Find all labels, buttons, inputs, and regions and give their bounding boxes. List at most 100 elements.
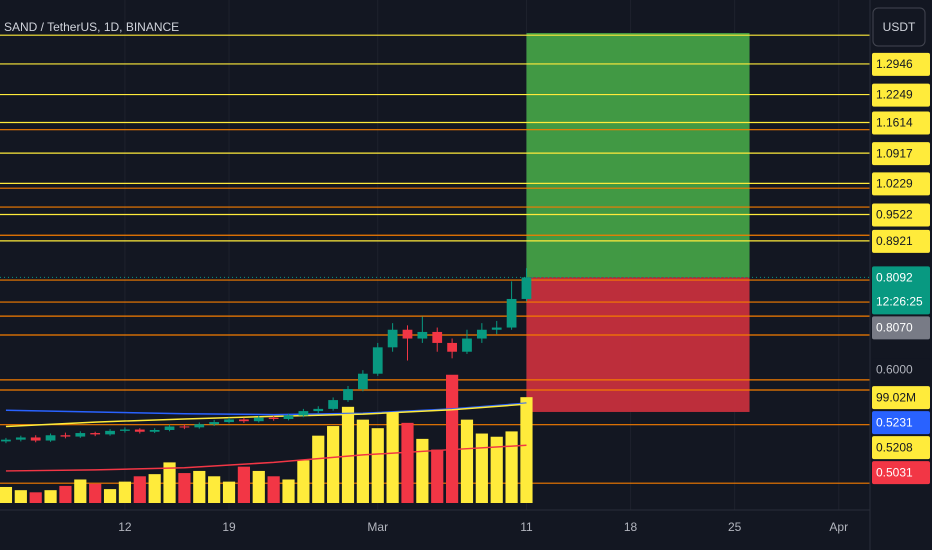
candle-body (357, 373, 368, 390)
currency-button-frame[interactable] (872, 7, 926, 47)
volume-bar (520, 397, 533, 503)
candle-body (253, 417, 264, 422)
price-label-bg (872, 203, 930, 227)
price-label: 0.8092 (876, 271, 913, 285)
countdown: 12:26:25 (876, 295, 923, 309)
candle-body (387, 329, 398, 348)
candle-body (179, 426, 190, 428)
volume-bar (133, 476, 146, 503)
price-label-bg (872, 229, 930, 253)
candle-body (15, 437, 26, 440)
volume-bar (505, 431, 518, 503)
x-tick-label: 19 (222, 520, 236, 534)
volume-bar (416, 438, 429, 503)
price-label: 0.8921 (876, 234, 913, 248)
volume-bar (341, 406, 355, 503)
candle-body (224, 419, 234, 423)
volume-bar (490, 436, 503, 503)
volume-bar (252, 470, 265, 503)
candle-body (506, 298, 517, 328)
volume-bar (431, 449, 444, 503)
price-label-bg (872, 142, 930, 166)
price-label: 1.2249 (876, 88, 913, 102)
price-label-bg (872, 358, 930, 382)
volume-bar (178, 473, 191, 503)
volume-bar (89, 483, 102, 503)
price-label: 0.5231 (876, 415, 913, 429)
price-label: 1.0917 (876, 146, 913, 160)
volume-bar (386, 412, 399, 503)
candle-body (432, 331, 443, 343)
candle-body (60, 435, 71, 437)
candle-body (30, 437, 41, 441)
volume-bar (208, 476, 221, 503)
price-label-bg (872, 83, 930, 107)
x-tick-label: 18 (624, 520, 638, 534)
price-label-bg (872, 411, 930, 435)
candle-body (313, 408, 324, 412)
candle-body (328, 400, 339, 409)
candle-body (194, 424, 205, 428)
price-label: 1.0229 (876, 177, 913, 191)
price-label-bg (872, 436, 930, 460)
candle-body (476, 329, 487, 339)
candle-body (462, 338, 472, 352)
volume-bar (327, 426, 340, 503)
candle-body (491, 327, 502, 330)
price-label: 0.5031 (876, 465, 913, 479)
candle-body (1, 439, 11, 442)
plot-area (0, 0, 870, 510)
candle-body (239, 419, 249, 422)
candle-body (120, 429, 130, 431)
volume-bar (29, 492, 42, 503)
volume-bar (74, 479, 87, 503)
candle-body (45, 435, 56, 441)
price-label-bg (872, 172, 930, 196)
candle-body (268, 417, 279, 419)
candle-body (447, 342, 457, 352)
price-label-bg (872, 52, 930, 76)
volume-bar (44, 490, 57, 503)
volume-bar (446, 374, 459, 503)
x-tick-label: Mar (367, 520, 388, 534)
candle-body (283, 415, 294, 419)
volume-bar (356, 419, 369, 503)
volume-bar (267, 476, 280, 503)
volume-bar (401, 422, 414, 503)
candle-body (372, 347, 383, 374)
price-label: 0.9522 (876, 208, 913, 222)
price-label-bg (872, 461, 930, 485)
currency-button[interactable]: USDT (872, 7, 926, 47)
price-label: 0.8070 (876, 321, 913, 335)
candle-body (149, 429, 160, 432)
volume-bar (282, 479, 295, 503)
candle-body (75, 433, 86, 437)
volume-bar (371, 428, 384, 503)
volume-bar (103, 489, 117, 503)
volume-bar (222, 481, 236, 503)
candle-body (90, 433, 101, 435)
volume-bar (148, 474, 161, 503)
volume-bar (118, 481, 132, 503)
volume-bar (312, 435, 325, 503)
candle-body (343, 389, 353, 401)
candle-body (417, 331, 428, 339)
x-tick-label: Apr (829, 520, 848, 534)
profit-zone (526, 32, 750, 278)
price-label: 1.1614 (876, 116, 913, 130)
moving-average (5, 402, 527, 416)
volume-bar (460, 419, 474, 503)
x-tick-label: 11 (520, 520, 533, 534)
currency-label[interactable]: USDT (883, 20, 916, 34)
price-label-bg (872, 266, 930, 315)
x-tick-label: 25 (728, 520, 742, 534)
volume-bar (297, 460, 310, 503)
chart-title: SAND / TetherUS, 1D, BINANCE (4, 20, 179, 34)
price-label: 0.5208 (876, 440, 913, 454)
candle-body (134, 429, 145, 432)
volume-ma (5, 444, 527, 472)
price-label: 0.6000 (876, 362, 913, 376)
price-label-bg (872, 111, 930, 135)
x-tick-label: 12 (118, 520, 132, 534)
